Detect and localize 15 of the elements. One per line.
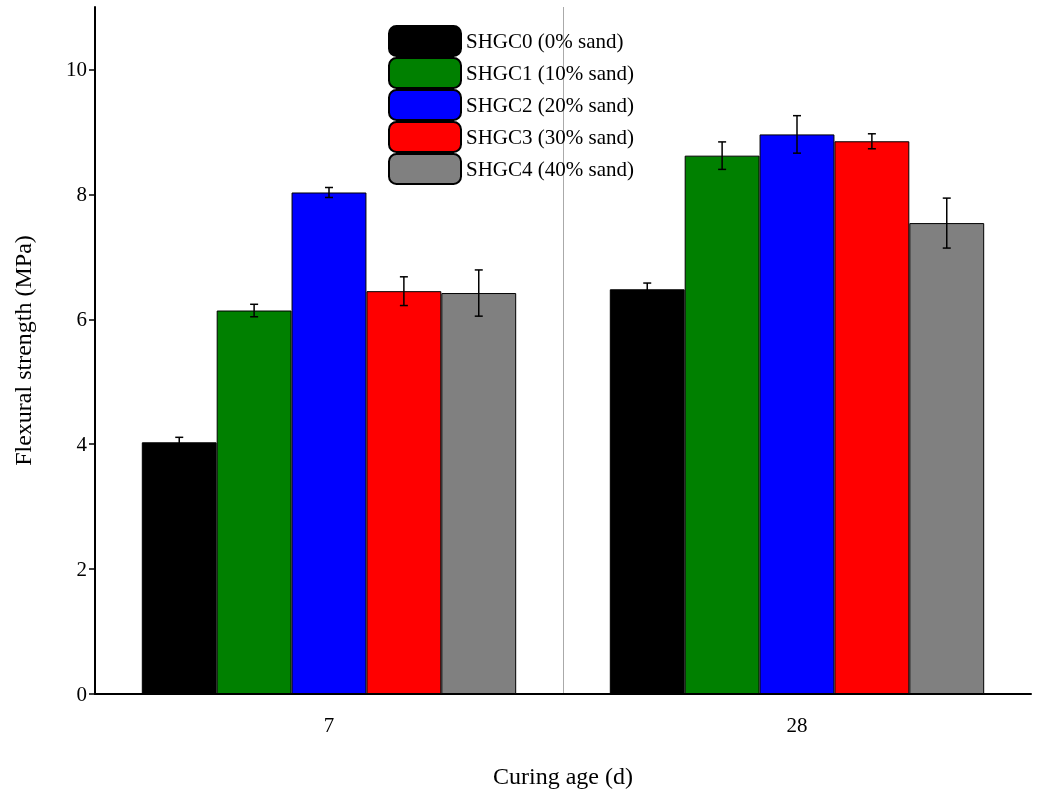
legend-label: SHGC0 (0% sand) — [466, 29, 624, 53]
legend-label: SHGC2 (20% sand) — [466, 93, 634, 117]
legend-label: SHGC1 (10% sand) — [466, 61, 634, 85]
y-tick-label: 4 — [76, 432, 88, 457]
legend-label: SHGC3 (30% sand) — [466, 125, 634, 149]
y-tick-label: 8 — [76, 182, 87, 207]
y-tick-label: 2 — [76, 557, 87, 582]
y-tick-label: 0 — [76, 682, 87, 706]
y-tick-label: 10 — [66, 57, 87, 82]
y-tick-label: 6 — [76, 307, 87, 332]
x-axis-title: Curing age (d) — [493, 763, 633, 789]
legend-label: SHGC4 (40% sand) — [466, 157, 634, 181]
x-tick-label: 28 — [786, 712, 808, 737]
x-tick-label: 7 — [323, 712, 335, 737]
y-axis-title: Flexural strength (MPa) — [10, 235, 36, 466]
